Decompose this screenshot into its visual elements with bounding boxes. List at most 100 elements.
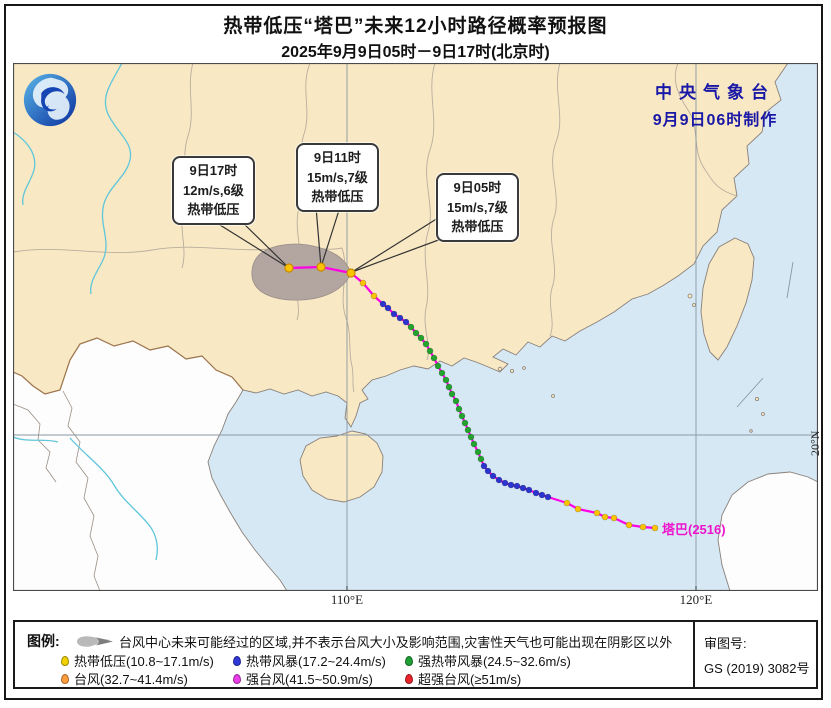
agency-issued-time: 9月9日06时制作 (652, 112, 778, 129)
legend-item-ty: 台风(32.7~41.4m/s) (61, 669, 188, 688)
track-point (422, 340, 430, 348)
callout-pointer (239, 219, 290, 269)
track-point (525, 486, 533, 494)
page-subtitle: 2025年9月9日05时－9日17时(北京时) (281, 44, 550, 61)
forecast-point (284, 263, 294, 273)
legend: 图例: 台风中心未来可能经过的区域,并不表示台风大小及影响范围,灾害性天气也可能… (13, 620, 818, 689)
track-point (639, 523, 647, 531)
track-point (495, 476, 503, 484)
track-point (396, 314, 404, 322)
track-point (470, 440, 478, 448)
track-point (430, 354, 438, 362)
track-point (601, 513, 609, 521)
callout-category: 热带低压 (187, 202, 240, 217)
track-point (390, 310, 398, 318)
callout-pointer (315, 206, 322, 268)
track-point (452, 397, 460, 405)
legend-item-label: 超强台风(≥51m/s) (418, 672, 522, 687)
legend-item-label: 强热带风暴(24.5~32.6m/s) (418, 654, 571, 669)
map-frame (13, 63, 818, 591)
legend-item-super-ty: 超强台风(≥51m/s) (405, 669, 521, 688)
track-point (513, 482, 521, 490)
legend-item-label: 强台风(41.5~50.9m/s) (246, 672, 373, 687)
track-point (477, 455, 485, 463)
track-point (384, 304, 392, 312)
callout-time: 9日05时 (453, 180, 502, 195)
callout-wind: 15m/s,7级 (307, 169, 368, 185)
forecast-callout-17h: 9日17时 12m/s,6级 热带低压 (172, 156, 255, 225)
track-point (402, 318, 410, 326)
rivers (13, 63, 158, 561)
legend-item-label: 热带低压(10.8~17.1m/s) (74, 654, 214, 669)
track-point (507, 481, 515, 489)
track-point (426, 347, 434, 355)
track-point (445, 383, 453, 391)
sts-dot-icon (405, 655, 413, 666)
country-border (13, 337, 244, 395)
track-point (574, 505, 582, 513)
callout-pointer (351, 234, 453, 273)
sty-dot-icon (233, 673, 241, 684)
ts-dot-icon (233, 655, 241, 666)
track-point (359, 279, 367, 287)
track-point (464, 426, 472, 434)
track-point (461, 419, 469, 427)
track-point (593, 509, 601, 517)
track-point (458, 412, 466, 420)
legend-item-sty: 强台风(41.5~50.9m/s) (233, 669, 373, 688)
track-point (625, 521, 633, 529)
track-point (474, 448, 482, 456)
agency-name: 中央气象台 (655, 83, 775, 102)
track-point (438, 369, 446, 377)
track-point (519, 484, 527, 492)
storm-name-label: 塔巴(2516) (662, 522, 726, 537)
track-point (651, 524, 659, 532)
callout-pointer (351, 217, 439, 273)
callout-time: 9日11时 (313, 150, 361, 165)
track-point (370, 292, 378, 300)
probability-area-icon (77, 636, 113, 647)
luzon-landmass (717, 471, 818, 591)
track-point (532, 489, 540, 497)
boundary-dashes (736, 261, 794, 408)
review-number: GS (2019) 3082号 (704, 661, 810, 676)
track-point (489, 472, 497, 480)
track-point (501, 479, 509, 487)
callout-wind: 12m/s,6级 (183, 182, 244, 198)
agency-credit: 中央气象台 9月9日06时制作 (590, 78, 831, 130)
track-point (484, 467, 492, 475)
callout-pointer (211, 219, 290, 269)
forecast-callout-05h: 9日05时 15m/s,7级 热带低压 (436, 173, 519, 242)
track-point (412, 329, 420, 337)
track-layer (211, 206, 659, 532)
td-dot-icon (61, 655, 69, 666)
legend-item-sts: 强热带风暴(24.5~32.6m/s) (405, 651, 571, 670)
lat-tick-20n: 20°N (808, 430, 822, 456)
ty-dot-icon (61, 673, 69, 684)
legend-item-ts: 热带风暴(17.2~24.4m/s) (233, 651, 386, 670)
legend-title: 图例: (27, 633, 60, 649)
callout-pointer (320, 206, 341, 268)
track-point (455, 405, 463, 413)
callout-wind: 15m/s,7级 (447, 199, 508, 215)
legend-item-label: 热带风暴(17.2~24.4m/s) (246, 654, 386, 669)
taiwan-island (700, 237, 755, 361)
track-point (544, 493, 552, 501)
base-map (13, 63, 818, 591)
forecast-probability-area (251, 243, 352, 301)
callout-category: 热带低压 (451, 219, 504, 234)
small-islands (497, 293, 765, 433)
track-point (480, 462, 488, 470)
map-review-number-box: 审图号: GS (2019) 3082号 (693, 622, 816, 687)
legend-area-note: 台风中心未来可能经过的区域,并不表示台风大小及影响范围,灾害性天气也可能出现在阴… (119, 635, 673, 650)
review-label: 审图号: (704, 636, 747, 651)
track-point (379, 300, 387, 308)
super-ty-dot-icon (405, 673, 413, 684)
lon-tick-110e: 110°E (330, 592, 364, 607)
hainan-island (299, 430, 384, 503)
page-title: 热带低压“塔巴”未来12小时路径概率预报图 (223, 16, 608, 37)
forecast-map: 中央气象台 9月9日06时制作 9日17时 12m/s,6级 热带低压 9日11… (13, 63, 818, 591)
legend-item-td: 热带低压(10.8~17.1m/s) (61, 651, 214, 670)
track-point (467, 433, 475, 441)
lon-tick-120e: 120°E (679, 592, 713, 607)
